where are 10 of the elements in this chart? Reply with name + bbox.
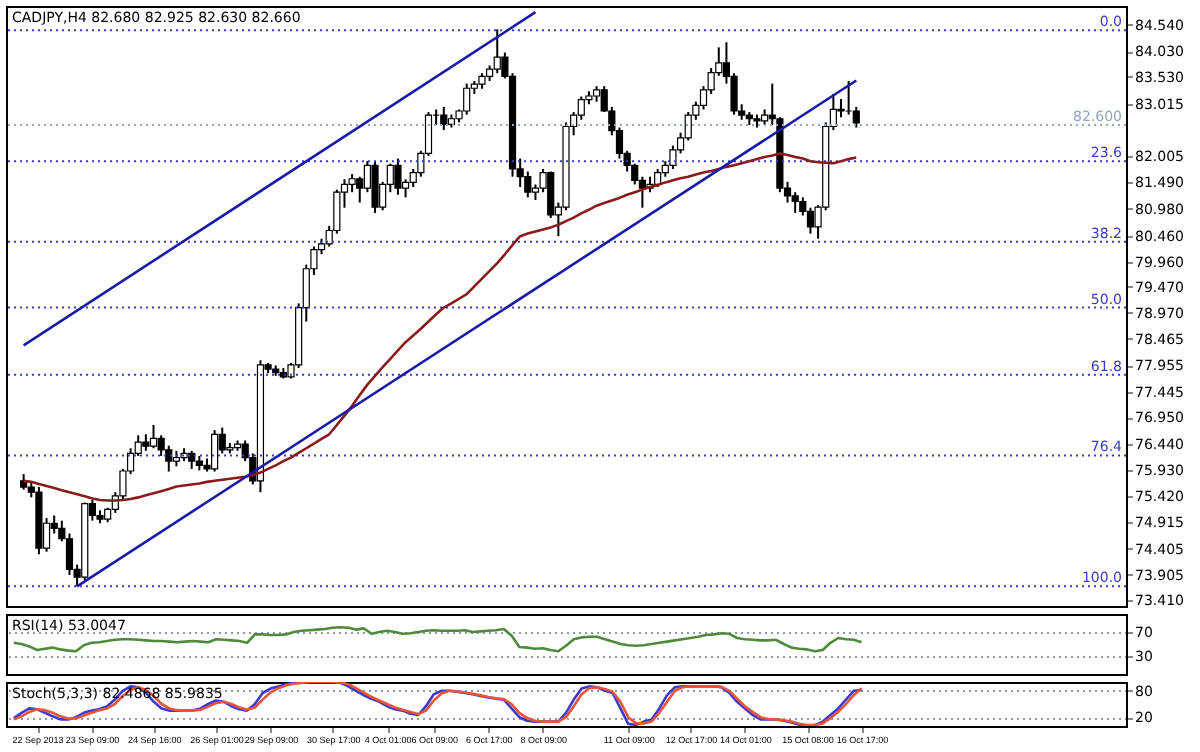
candlestick: [149, 423, 158, 450]
candlestick: [493, 28, 501, 75]
candlestick: [188, 449, 196, 470]
candlestick: [394, 157, 402, 196]
candlestick: [371, 160, 379, 214]
candlestick: [211, 429, 219, 473]
line-series: [22, 152, 858, 502]
candlestick: [440, 105, 448, 132]
line-series: [12, 682, 863, 726]
candlestick: [463, 82, 471, 116]
